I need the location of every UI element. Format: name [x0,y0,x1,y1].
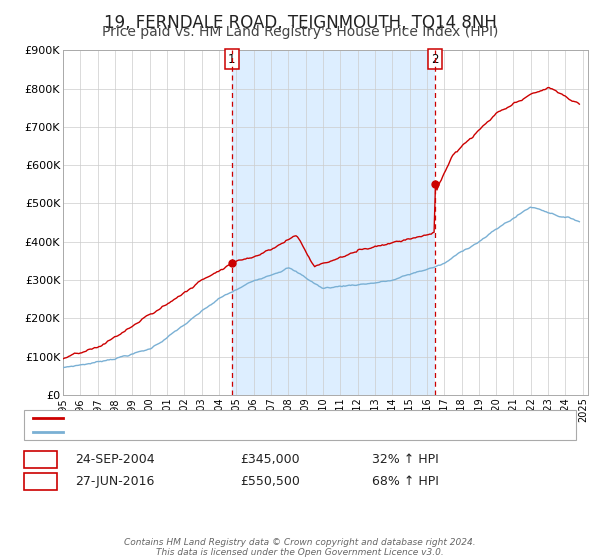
Text: 27-JUN-2016: 27-JUN-2016 [75,475,154,488]
Text: 2: 2 [431,53,439,66]
Text: 1: 1 [228,53,235,66]
Bar [436,50,588,395]
Text: 32% ↑ HPI: 32% ↑ HPI [372,452,439,466]
Text: 19, FERNDALE ROAD, TEIGNMOUTH, TQ14 8NH: 19, FERNDALE ROAD, TEIGNMOUTH, TQ14 8NH [104,14,496,32]
Text: 1: 1 [37,452,44,466]
Text: Price paid vs. HM Land Registry's House Price Index (HPI): Price paid vs. HM Land Registry's House … [102,25,498,39]
Text: 24-SEP-2004: 24-SEP-2004 [75,452,155,466]
Bar [232,50,436,395]
Text: 2: 2 [37,475,44,488]
Text: £550,500: £550,500 [240,475,300,488]
Text: HPI: Average price, detached house, Teignbridge: HPI: Average price, detached house, Teig… [69,427,340,437]
Text: 19, FERNDALE ROAD, TEIGNMOUTH, TQ14 8NH (detached house): 19, FERNDALE ROAD, TEIGNMOUTH, TQ14 8NH … [69,413,433,423]
Text: 68% ↑ HPI: 68% ↑ HPI [372,475,439,488]
Text: Contains HM Land Registry data © Crown copyright and database right 2024.
This d: Contains HM Land Registry data © Crown c… [124,538,476,557]
Text: £345,000: £345,000 [240,452,299,466]
